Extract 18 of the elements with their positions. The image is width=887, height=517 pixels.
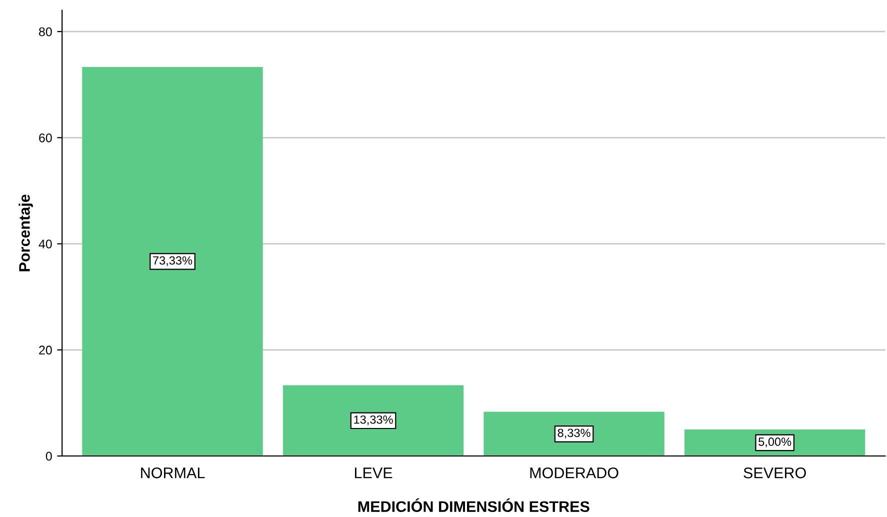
x-tick-label: SEVERO	[744, 468, 806, 478]
x-tick-label: LEVE	[354, 468, 392, 478]
y-tick-label: 40	[38, 240, 52, 248]
x-tick-label: MODERADO	[530, 468, 618, 478]
y-tick-label: 20	[39, 346, 52, 355]
data-label: 73,33%	[153, 256, 192, 266]
bar	[484, 412, 664, 456]
data-label: 5,00%	[758, 438, 792, 448]
y-tick-label: 0	[46, 452, 52, 461]
x-axis-title: MEDICIÓN DIMENSIÓN ESTRES	[358, 498, 590, 512]
bar	[282, 385, 464, 456]
y-axis-title: Porcentaje	[18, 194, 33, 272]
x-tick-label: NORMAL	[141, 468, 205, 478]
data-label: 13,33%	[354, 415, 393, 426]
y-tick-label: 60	[39, 133, 52, 142]
y-tick-label: 80	[39, 27, 52, 36]
data-label: 8,33%	[558, 428, 590, 438]
bar	[82, 66, 263, 456]
